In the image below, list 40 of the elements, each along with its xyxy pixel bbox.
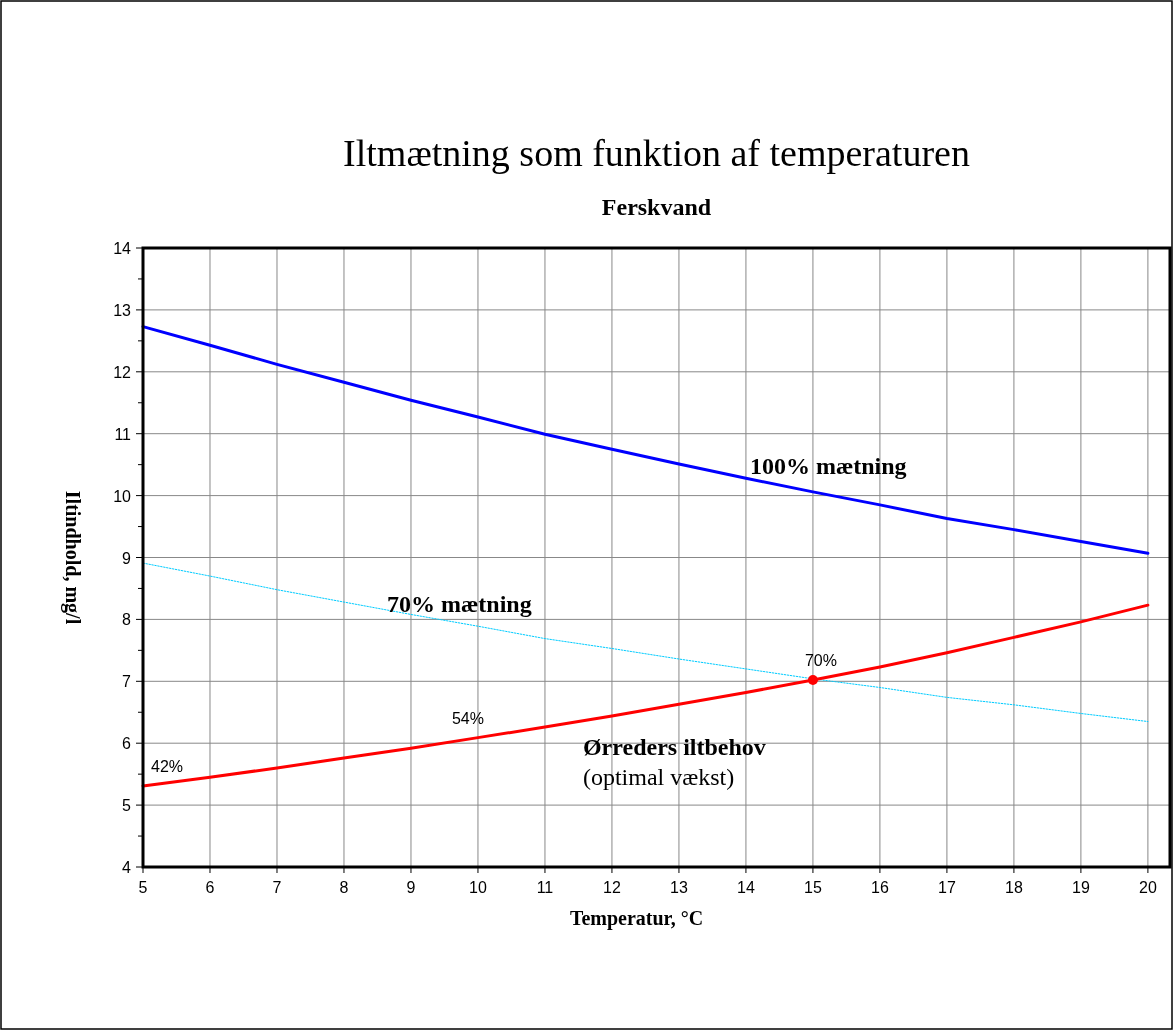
x-tick-label: 10 <box>469 879 487 896</box>
y-tick-label: 13 <box>113 301 132 319</box>
x-tick-label: 11 <box>536 879 554 896</box>
y-tick-label: 10 <box>113 487 132 505</box>
y-tick-label: 14 <box>113 240 132 257</box>
series-label: 100% mætning <box>749 453 907 480</box>
x-tick-label: 8 <box>339 879 349 896</box>
annotation: 42% <box>150 757 184 775</box>
y-tick-label: 4 <box>122 859 132 876</box>
x-tick-label: 16 <box>871 879 889 896</box>
annotation: 54% <box>451 709 484 727</box>
series-label: 70% mætning <box>386 591 532 618</box>
x-axis-title: Temperatur, °C <box>569 907 704 930</box>
line-series <box>141 325 1150 555</box>
y-tick-label: 11 <box>114 425 132 443</box>
line-series <box>142 562 1149 723</box>
x-tick-label: 19 <box>1072 879 1090 896</box>
series-label: Ørreders iltbehov <box>582 734 766 761</box>
x-tick-label: 5 <box>138 879 148 896</box>
x-tick-label: 20 <box>1138 879 1157 896</box>
y-tick-label: 6 <box>122 735 132 753</box>
x-tick-label: 18 <box>1005 879 1023 896</box>
x-tick-label: 9 <box>406 879 416 896</box>
x-tick-label: 17 <box>938 879 956 896</box>
x-tick-label: 6 <box>205 879 215 896</box>
x-tick-label: 13 <box>670 879 688 896</box>
y-tick-label: 12 <box>113 363 132 381</box>
chart-subtitle: Ferskvand <box>601 194 712 220</box>
x-tick-label: 15 <box>804 879 822 896</box>
y-tick-label: 5 <box>122 797 132 815</box>
annotation: 70% <box>804 652 837 670</box>
x-tick-label: 14 <box>737 879 755 896</box>
y-tick-label: 7 <box>122 673 132 691</box>
y-axis-title: Iltindhold, mg/l <box>61 490 84 625</box>
annotation: (optimal vækst) <box>582 764 735 791</box>
x-tick-label: 12 <box>603 879 621 896</box>
y-tick-label: 8 <box>122 611 132 629</box>
x-tick-label: 7 <box>272 879 282 896</box>
y-tick-label: 9 <box>122 549 132 567</box>
chart-title: Iltmætning som funktion af temperaturen <box>343 132 970 174</box>
